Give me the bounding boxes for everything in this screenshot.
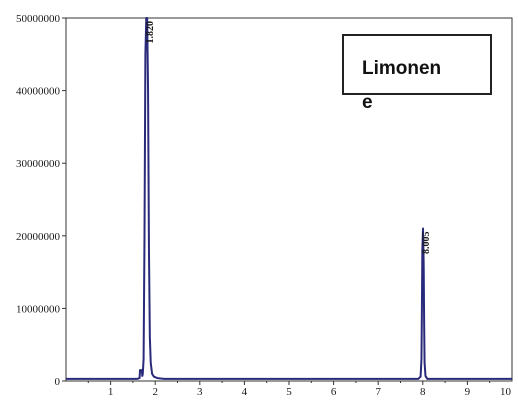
peak-label: 8.005 [421, 232, 432, 255]
y-axis-ticks: 0 10000000 20000000 30000000 40000000 5000000… [16, 13, 66, 388]
legend-label-line-2: e [362, 92, 373, 113]
y-tick-label: 50000000 [16, 13, 61, 25]
x-tick-label: 10 [500, 386, 512, 398]
x-tick-label: 2 [152, 386, 158, 398]
plot-area-frame [65, 17, 513, 382]
x-tick-label: 6 [331, 386, 337, 398]
x-tick-label: 5 [286, 386, 292, 398]
series-layer [66, 17, 512, 380]
legend-box [342, 34, 492, 95]
y-tick-label: 30000000 [16, 158, 61, 170]
x-tick-label: 7 [375, 386, 381, 398]
peak-label: 1.820 [145, 21, 156, 44]
x-tick-label: 1 [108, 386, 114, 398]
y-tick-label: 40000000 [16, 86, 61, 98]
x-tick-label: 3 [197, 386, 203, 398]
legend-label-line-1: Limonen [362, 58, 441, 79]
x-tick-label: 4 [242, 386, 248, 398]
series-line [66, 17, 512, 380]
y-tick-label: 0 [55, 376, 61, 388]
peak-labels: 1.820 8.005 [145, 21, 432, 254]
x-tick-label: 9 [465, 386, 471, 398]
y-tick-label: 10000000 [16, 303, 61, 315]
legend: Limonen e [342, 34, 492, 113]
y-tick-label: 20000000 [16, 231, 61, 243]
x-tick-label: 8 [420, 386, 426, 398]
x-axis-ticks: 1 2 3 4 5 6 7 8 9 10 [87, 381, 512, 398]
